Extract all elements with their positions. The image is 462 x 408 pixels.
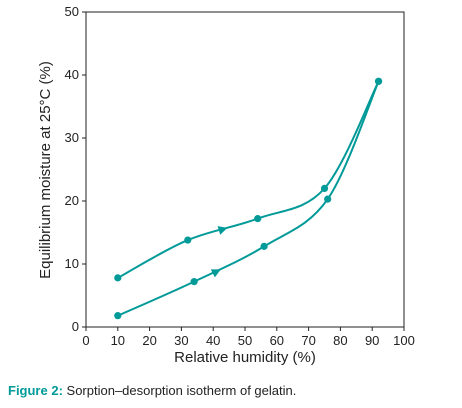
y-tick-label: 40 <box>65 67 79 82</box>
caption-text: Sorption–desorption isotherm of gelatin. <box>66 383 297 398</box>
y-tick-label: 0 <box>72 319 79 334</box>
caption-label: Figure 2: <box>8 383 63 398</box>
lower-curve <box>117 80 380 317</box>
y-tick-label: 10 <box>65 256 79 271</box>
data-point <box>114 312 122 320</box>
y-tick-label: 30 <box>65 130 79 145</box>
direction-arrow-marker <box>217 226 228 235</box>
x-tick-label: 50 <box>238 333 252 348</box>
x-tick-label: 80 <box>333 333 347 348</box>
x-tick-label: 30 <box>174 333 188 348</box>
x-tick-label: 40 <box>206 333 220 348</box>
data-point <box>324 195 332 203</box>
data-point <box>320 184 329 192</box>
axis-ticks: 0 10 20 30 40 50 60 70 80 90 100 0 10 20 30 40 50 <box>65 4 415 348</box>
data-point <box>260 242 268 250</box>
plot-frame <box>85 11 405 328</box>
x-tick-label: 100 <box>393 333 415 348</box>
y-tick-label: 20 <box>65 193 79 208</box>
y-tick-label: 50 <box>65 4 79 19</box>
x-tick-label: 20 <box>142 333 156 348</box>
isotherm-curves <box>117 80 380 317</box>
y-axis-label: Equilibrium moisture at 25°C (%) <box>37 61 54 279</box>
data-point <box>190 278 198 286</box>
upper-curve <box>117 80 380 279</box>
data-markers <box>114 77 383 320</box>
x-tick-label: 0 <box>82 333 89 348</box>
figure-caption: Figure 2: Sorption–desorption isotherm o… <box>8 383 296 398</box>
data-point <box>114 274 122 282</box>
x-axis-label: Relative humidity (%) <box>174 349 316 366</box>
data-point <box>184 236 192 244</box>
x-tick-label: 90 <box>365 333 379 348</box>
x-tick-label: 70 <box>301 333 315 348</box>
x-tick-label: 60 <box>270 333 284 348</box>
direction-arrow-marker <box>210 269 221 278</box>
data-point <box>254 215 262 223</box>
sorption-isotherm-chart: 0 10 20 30 40 50 60 70 80 90 100 0 10 20 30 40 50 Relati… <box>37 4 415 366</box>
x-tick-label: 10 <box>111 333 125 348</box>
data-point <box>374 77 383 85</box>
